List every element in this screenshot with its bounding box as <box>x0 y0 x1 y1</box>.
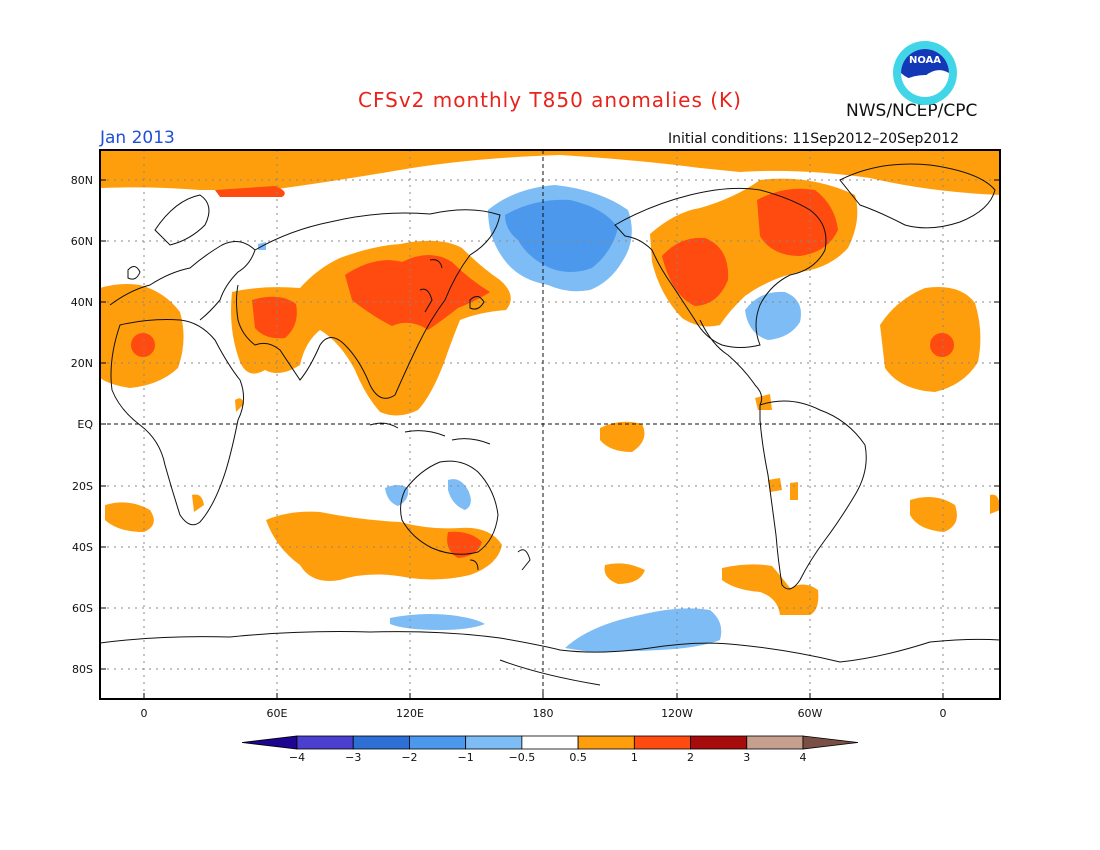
cold-anomalies <box>258 185 801 652</box>
colorbar-low-arrow <box>241 735 298 750</box>
lat-label: 80N <box>71 174 93 187</box>
colorbar-swatch <box>296 735 354 750</box>
coastlines <box>100 163 1000 686</box>
axis-ticks <box>100 179 1000 699</box>
colorbar-swatch <box>352 735 410 750</box>
lat-label: EQ <box>77 418 93 431</box>
lon-label: 0 <box>940 707 947 720</box>
lat-label: 20S <box>72 480 93 493</box>
lon-label: 60E <box>267 707 288 720</box>
lon-label: 120E <box>396 707 424 720</box>
colorbar-high-arrow <box>802 735 859 750</box>
colorbar: −4 −3 −2 −1 −0.5 0.5 1 2 3 4 <box>241 735 859 764</box>
organization-label: NWS/NCEP/CPC <box>846 101 978 121</box>
lat-label: 20N <box>71 357 93 370</box>
initial-conditions-label: Initial conditions: 11Sep2012–20Sep2012 <box>668 131 960 147</box>
lat-label: 40S <box>72 541 93 554</box>
colorbar-swatch <box>746 735 804 750</box>
lat-label: 40N <box>71 296 93 309</box>
longitude-labels: 0 60E 120E 180 120W 60W 0 <box>141 707 947 720</box>
map-plot-area <box>100 150 1000 699</box>
lat-label: 60N <box>71 235 93 248</box>
colorbar-tick-label: −2 <box>401 751 417 764</box>
colorbar-tick-label: 1 <box>631 751 638 764</box>
reference-lines <box>100 150 1000 699</box>
lon-label: 60W <box>798 707 823 720</box>
colorbar-tick-label: −1 <box>458 751 474 764</box>
map-title: CFSv2 monthly T850 anomalies (K) <box>358 88 742 112</box>
colorbar-tick-label: −0.5 <box>509 751 536 764</box>
lat-label: 60S <box>72 602 93 615</box>
colorbar-tick-label: 3 <box>743 751 750 764</box>
colorbar-swatch <box>577 735 635 750</box>
lon-label: 0 <box>141 707 148 720</box>
forecast-month: Jan 2013 <box>100 128 175 148</box>
logo-text: NOAA <box>909 55 941 66</box>
colorbar-swatch <box>690 735 748 750</box>
colorbar-tick-label: 0.5 <box>569 751 587 764</box>
latitude-labels: 80N 60N 40N 20N EQ 20S 40S 60S 80S <box>71 174 94 676</box>
lon-label: 180 <box>533 707 554 720</box>
noaa-logo-icon: NOAA <box>893 41 957 105</box>
colorbar-swatch <box>521 735 579 750</box>
colorbar-swatch <box>465 735 523 750</box>
colorbar-tick-label: 4 <box>800 751 807 764</box>
colorbar-tick-label: 2 <box>687 751 694 764</box>
lon-label: 120W <box>661 707 693 720</box>
colorbar-tick-label: −4 <box>289 751 305 764</box>
colorbar-swatch <box>633 735 691 750</box>
colorbar-tick-label: −3 <box>345 751 361 764</box>
colorbar-swatch <box>409 735 467 750</box>
lat-label: 80S <box>72 663 93 676</box>
warm-anomalies <box>100 150 1000 615</box>
